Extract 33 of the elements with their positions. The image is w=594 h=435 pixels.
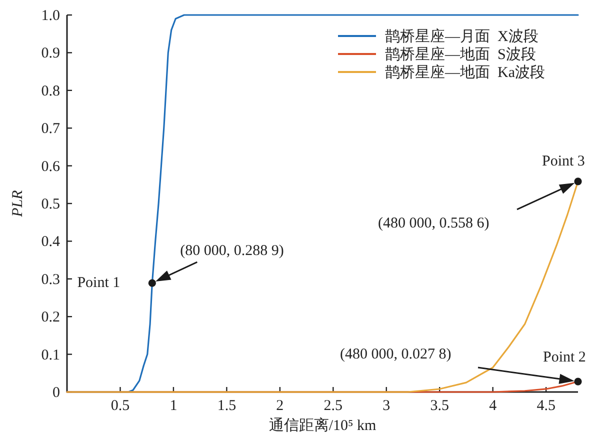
legend-label: 鹊桥星座—地面 S波段 bbox=[385, 46, 536, 63]
annotation: Point 1 bbox=[77, 275, 120, 292]
x-tick-label: 3 bbox=[382, 398, 390, 414]
y-tick-label: 0.4 bbox=[41, 234, 60, 250]
legend-label: 鹊桥星座—月面 X波段 bbox=[385, 28, 538, 45]
annotation: (480 000, 0.558 6) bbox=[378, 215, 490, 232]
x-tick-label: 2.5 bbox=[324, 398, 343, 414]
annotation: Point 3 bbox=[542, 153, 585, 170]
y-tick-label: 1.0 bbox=[41, 8, 60, 24]
y-tick-label: 0.5 bbox=[41, 196, 60, 212]
x-tick-label: 3.5 bbox=[430, 398, 449, 414]
legend-label: 鹊桥星座—地面 Ka波段 bbox=[385, 64, 545, 81]
y-tick-label: 0 bbox=[52, 385, 60, 401]
y-tick-label: 0.1 bbox=[41, 347, 60, 364]
y-tick-label: 0.3 bbox=[41, 272, 60, 288]
y-tick-label: 0.8 bbox=[41, 83, 60, 100]
x-tick-label: 1.5 bbox=[217, 398, 236, 414]
annotation: (80 000, 0.288 9) bbox=[180, 243, 284, 260]
x-tick-label: 4 bbox=[489, 398, 498, 414]
x-axis-title: 通信距离/10⁵ km bbox=[268, 417, 376, 434]
annotation: (480 000, 0.558 6) bbox=[378, 182, 575, 232]
x-tick-label: 1 bbox=[170, 398, 178, 414]
annotation: (480 000, 0.027 8) bbox=[340, 346, 452, 363]
annotation: (80 000, 0.288 9) bbox=[155, 243, 284, 282]
annotation: Point 2 bbox=[543, 350, 586, 366]
y-tick-label: 0.6 bbox=[41, 158, 60, 175]
y-tick-label: 0.7 bbox=[41, 121, 60, 138]
y-tick-label: 0.2 bbox=[41, 310, 60, 326]
x-tick-label: 0.5 bbox=[110, 398, 130, 414]
x-tick-label: 4.5 bbox=[536, 398, 556, 414]
y-tick-label: 0.9 bbox=[41, 46, 60, 62]
y-axis-title: PLR bbox=[10, 190, 26, 218]
x-tick-label: 2 bbox=[276, 398, 284, 414]
